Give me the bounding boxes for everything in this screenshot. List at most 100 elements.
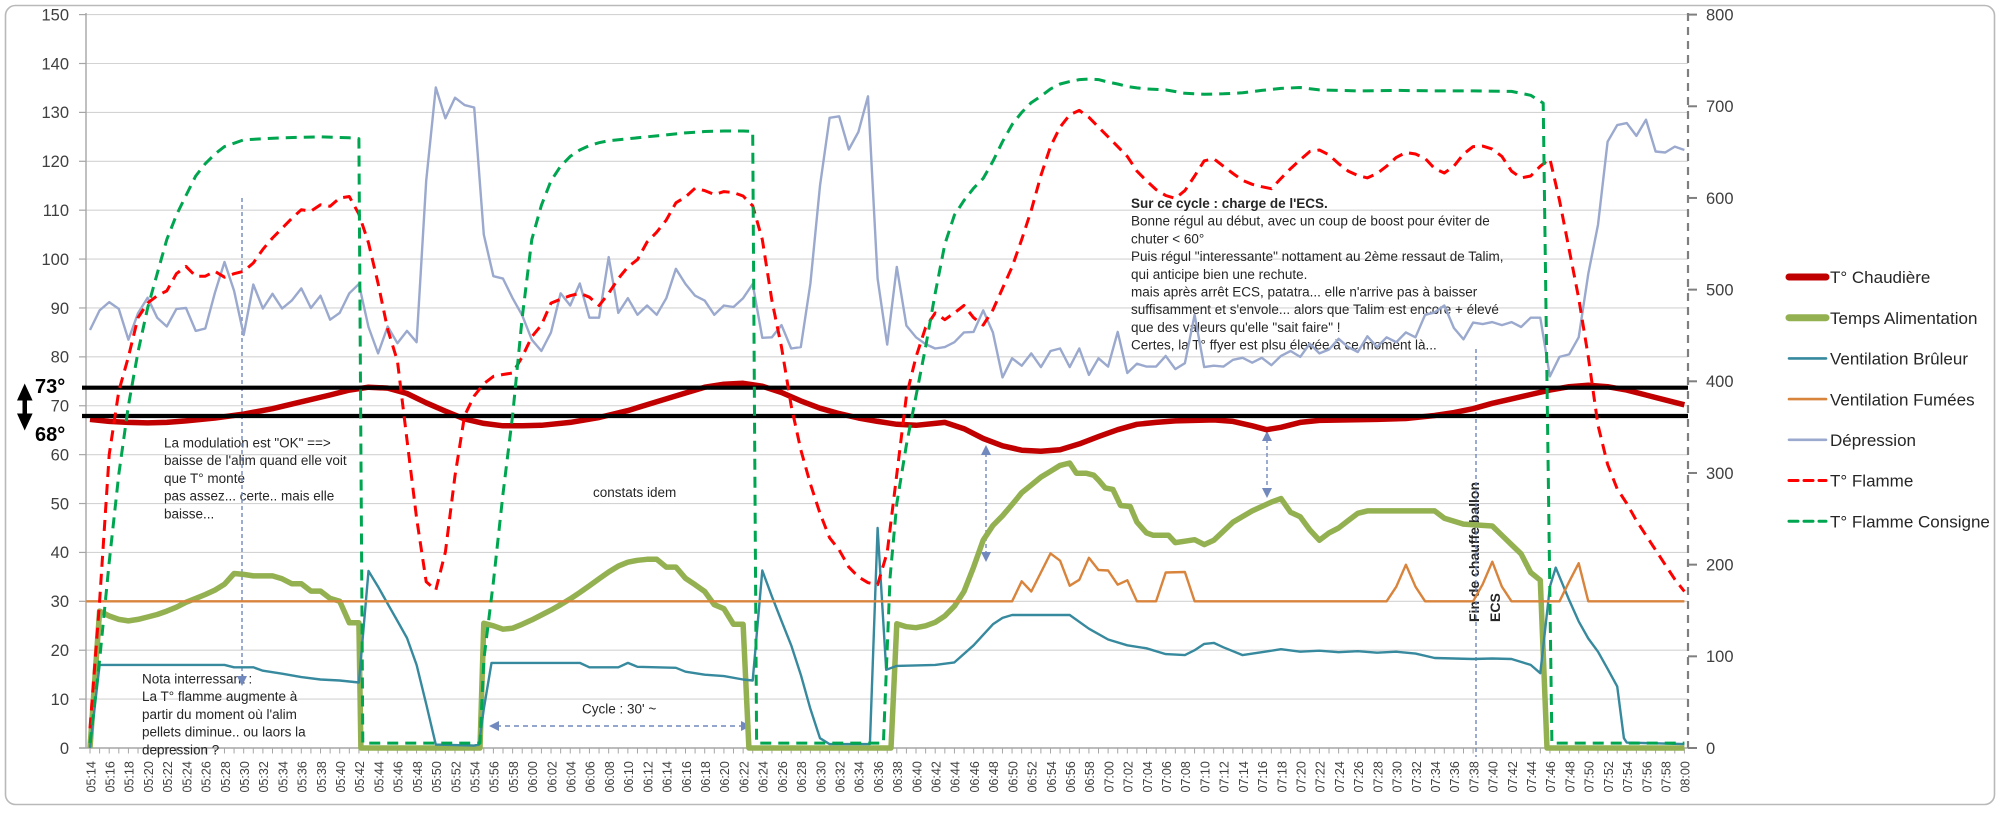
svg-text:Bonne régul au début, avec un: Bonne régul au début, avec un coup de bo… (1131, 214, 1490, 229)
svg-text:06:14: 06:14 (661, 761, 675, 792)
svg-text:50: 50 (51, 495, 69, 513)
svg-text:06:50: 06:50 (1006, 761, 1020, 792)
svg-text:07:32: 07:32 (1410, 761, 1424, 792)
svg-text:05:18: 05:18 (123, 761, 137, 792)
svg-text:06:28: 06:28 (795, 761, 809, 792)
svg-text:07:56: 07:56 (1640, 761, 1654, 792)
svg-text:qui anticipe bien une rechute.: qui anticipe bien une rechute. (1131, 267, 1307, 282)
svg-text:T° Flamme: T° Flamme (1830, 472, 1913, 491)
svg-text:600: 600 (1706, 190, 1734, 208)
svg-text:05:48: 05:48 (411, 761, 425, 792)
svg-text:07:44: 07:44 (1525, 761, 1539, 792)
svg-text:Dépression: Dépression (1830, 431, 1916, 450)
svg-text:500: 500 (1706, 281, 1734, 299)
svg-text:05:52: 05:52 (449, 761, 463, 792)
svg-text:06:26: 06:26 (776, 761, 790, 792)
svg-text:07:42: 07:42 (1506, 761, 1520, 792)
svg-text:05:22: 05:22 (161, 761, 175, 792)
svg-text:T° Flamme Consigne: T° Flamme Consigne (1830, 512, 1990, 531)
svg-text:05:24: 05:24 (180, 761, 194, 792)
svg-text:05:54: 05:54 (469, 761, 483, 792)
svg-text:120: 120 (41, 153, 69, 171)
svg-text:130: 130 (41, 104, 69, 122)
svg-text:06:42: 06:42 (930, 761, 944, 792)
svg-text:06:52: 06:52 (1026, 761, 1040, 792)
svg-text:07:08: 07:08 (1179, 761, 1193, 792)
svg-text:06:02: 06:02 (545, 761, 559, 792)
svg-text:07:12: 07:12 (1218, 761, 1232, 792)
svg-text:40: 40 (51, 544, 69, 562)
svg-text:Sur ce cycle : charge de l'ECS: Sur ce cycle : charge de l'ECS. (1131, 196, 1328, 211)
svg-text:200: 200 (1706, 557, 1734, 575)
svg-text:68°: 68° (35, 424, 65, 446)
svg-text:que des valeurs qu'elle "sait: que des valeurs qu'elle "sait faire" ! (1131, 320, 1341, 335)
svg-text:07:04: 07:04 (1141, 761, 1155, 792)
svg-text:07:22: 07:22 (1314, 761, 1328, 792)
svg-text:73°: 73° (35, 376, 65, 398)
svg-text:Nota interressant :: Nota interressant : (142, 672, 252, 687)
svg-text:05:34: 05:34 (276, 761, 290, 792)
svg-text:800: 800 (1706, 6, 1734, 24)
svg-text:06:32: 06:32 (834, 761, 848, 792)
svg-text:700: 700 (1706, 98, 1734, 116)
svg-text:05:42: 05:42 (353, 761, 367, 792)
svg-text:07:06: 07:06 (1160, 761, 1174, 792)
svg-text:100: 100 (1706, 648, 1734, 666)
svg-text:05:58: 05:58 (507, 761, 521, 792)
svg-text:pas assez... certe.. mais elle: pas assez... certe.. mais elle (164, 489, 334, 504)
svg-text:06:00: 06:00 (526, 761, 540, 792)
svg-text:La modulation est "OK" ==>: La modulation est "OK" ==> (164, 436, 331, 451)
svg-text:110: 110 (43, 202, 69, 220)
svg-text:05:36: 05:36 (296, 761, 310, 792)
svg-text:06:34: 06:34 (853, 761, 867, 792)
svg-text:0: 0 (60, 740, 69, 758)
svg-text:07:18: 07:18 (1275, 761, 1289, 792)
svg-text:06:38: 06:38 (891, 761, 905, 792)
svg-text:0: 0 (1706, 740, 1715, 758)
svg-text:08:00: 08:00 (1679, 761, 1693, 792)
svg-text:que T° monte: que T° monte (164, 471, 245, 486)
svg-text:07:48: 07:48 (1563, 761, 1577, 792)
svg-text:80: 80 (51, 349, 69, 367)
svg-text:07:36: 07:36 (1448, 761, 1462, 792)
svg-text:06:40: 06:40 (910, 761, 924, 792)
svg-text:06:44: 06:44 (949, 761, 963, 792)
svg-text:05:32: 05:32 (257, 761, 271, 792)
svg-text:06:04: 06:04 (565, 761, 579, 792)
svg-text:07:38: 07:38 (1467, 761, 1481, 792)
svg-text:70: 70 (51, 398, 69, 416)
svg-text:05:40: 05:40 (334, 761, 348, 792)
svg-text:chuter < 60°: chuter < 60° (1131, 231, 1204, 246)
svg-text:07:40: 07:40 (1487, 761, 1501, 792)
svg-text:suffisamment et s'envole... al: suffisamment et s'envole... alors que Ta… (1131, 302, 1499, 317)
svg-text:05:46: 05:46 (392, 761, 406, 792)
svg-text:05:30: 05:30 (238, 761, 252, 792)
svg-text:05:56: 05:56 (488, 761, 502, 792)
svg-text:05:16: 05:16 (104, 761, 118, 792)
svg-text:07:24: 07:24 (1333, 761, 1347, 792)
svg-text:10: 10 (51, 691, 69, 709)
svg-text:06:46: 06:46 (968, 761, 982, 792)
svg-text:06:58: 06:58 (1083, 761, 1097, 792)
svg-text:07:02: 07:02 (1122, 761, 1136, 792)
svg-text:90: 90 (51, 300, 69, 318)
svg-text:ECS: ECS (1487, 593, 1503, 622)
svg-text:150: 150 (41, 6, 69, 24)
svg-text:Ventilation Brûleur: Ventilation Brûleur (1830, 350, 1968, 369)
svg-text:06:20: 06:20 (718, 761, 732, 792)
svg-text:07:46: 07:46 (1544, 761, 1558, 792)
svg-text:Fin de chauffe ballon: Fin de chauffe ballon (1466, 482, 1482, 622)
svg-text:06:56: 06:56 (1064, 761, 1078, 792)
svg-text:06:10: 06:10 (622, 761, 636, 792)
svg-text:05:38: 05:38 (315, 761, 329, 792)
svg-text:07:00: 07:00 (1102, 761, 1116, 792)
svg-text:07:20: 07:20 (1295, 761, 1309, 792)
svg-text:05:28: 05:28 (219, 761, 233, 792)
svg-text:300: 300 (1706, 465, 1734, 483)
svg-text:07:50: 07:50 (1583, 761, 1597, 792)
svg-text:06:22: 06:22 (737, 761, 751, 792)
svg-text:07:14: 07:14 (1237, 761, 1251, 792)
svg-text:05:20: 05:20 (142, 761, 156, 792)
svg-text:baisse...: baisse... (164, 506, 214, 521)
svg-text:07:30: 07:30 (1391, 761, 1405, 792)
